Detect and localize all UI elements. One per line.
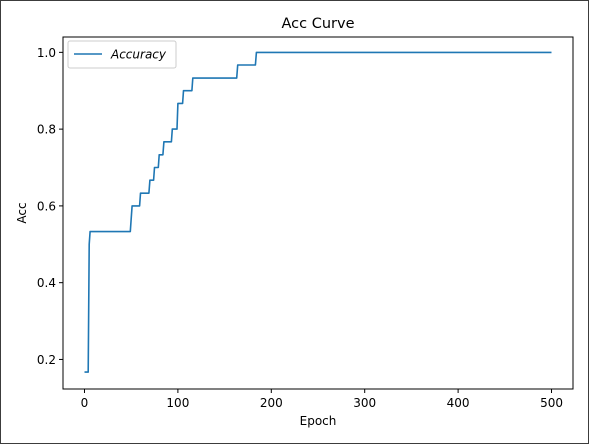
chart-title: Acc Curve [282, 16, 355, 32]
series-layer [84, 51, 552, 373]
legend-box [67, 40, 177, 69]
x-tick-label: 100 [166, 396, 189, 410]
x-axis-ticks: 0 100 200 300 400 500 [81, 389, 563, 410]
x-tick-label: 500 [540, 396, 563, 410]
y-tick-label: 0.8 [37, 123, 56, 137]
x-axis-label: Epoch [300, 414, 337, 428]
y-tick-label: 0.6 [37, 199, 56, 213]
y-axis-label: Acc [15, 202, 29, 223]
x-tick-label: 300 [353, 396, 376, 410]
legend: Accuracy [67, 40, 177, 69]
legend-label-accuracy: Accuracy [110, 48, 167, 62]
y-tick-label: 1.0 [37, 46, 56, 60]
x-tick-label: 200 [260, 396, 283, 410]
y-axis-ticks: 0.2 0.4 0.6 0.8 1.0 [37, 46, 63, 367]
x-tick-label: 400 [447, 396, 470, 410]
plot-area [62, 36, 574, 390]
x-tick-label: 0 [81, 396, 89, 410]
y-tick-label: 0.4 [37, 276, 56, 290]
y-tick-label: 0.2 [37, 353, 56, 367]
series-line-accuracy [84, 51, 552, 373]
